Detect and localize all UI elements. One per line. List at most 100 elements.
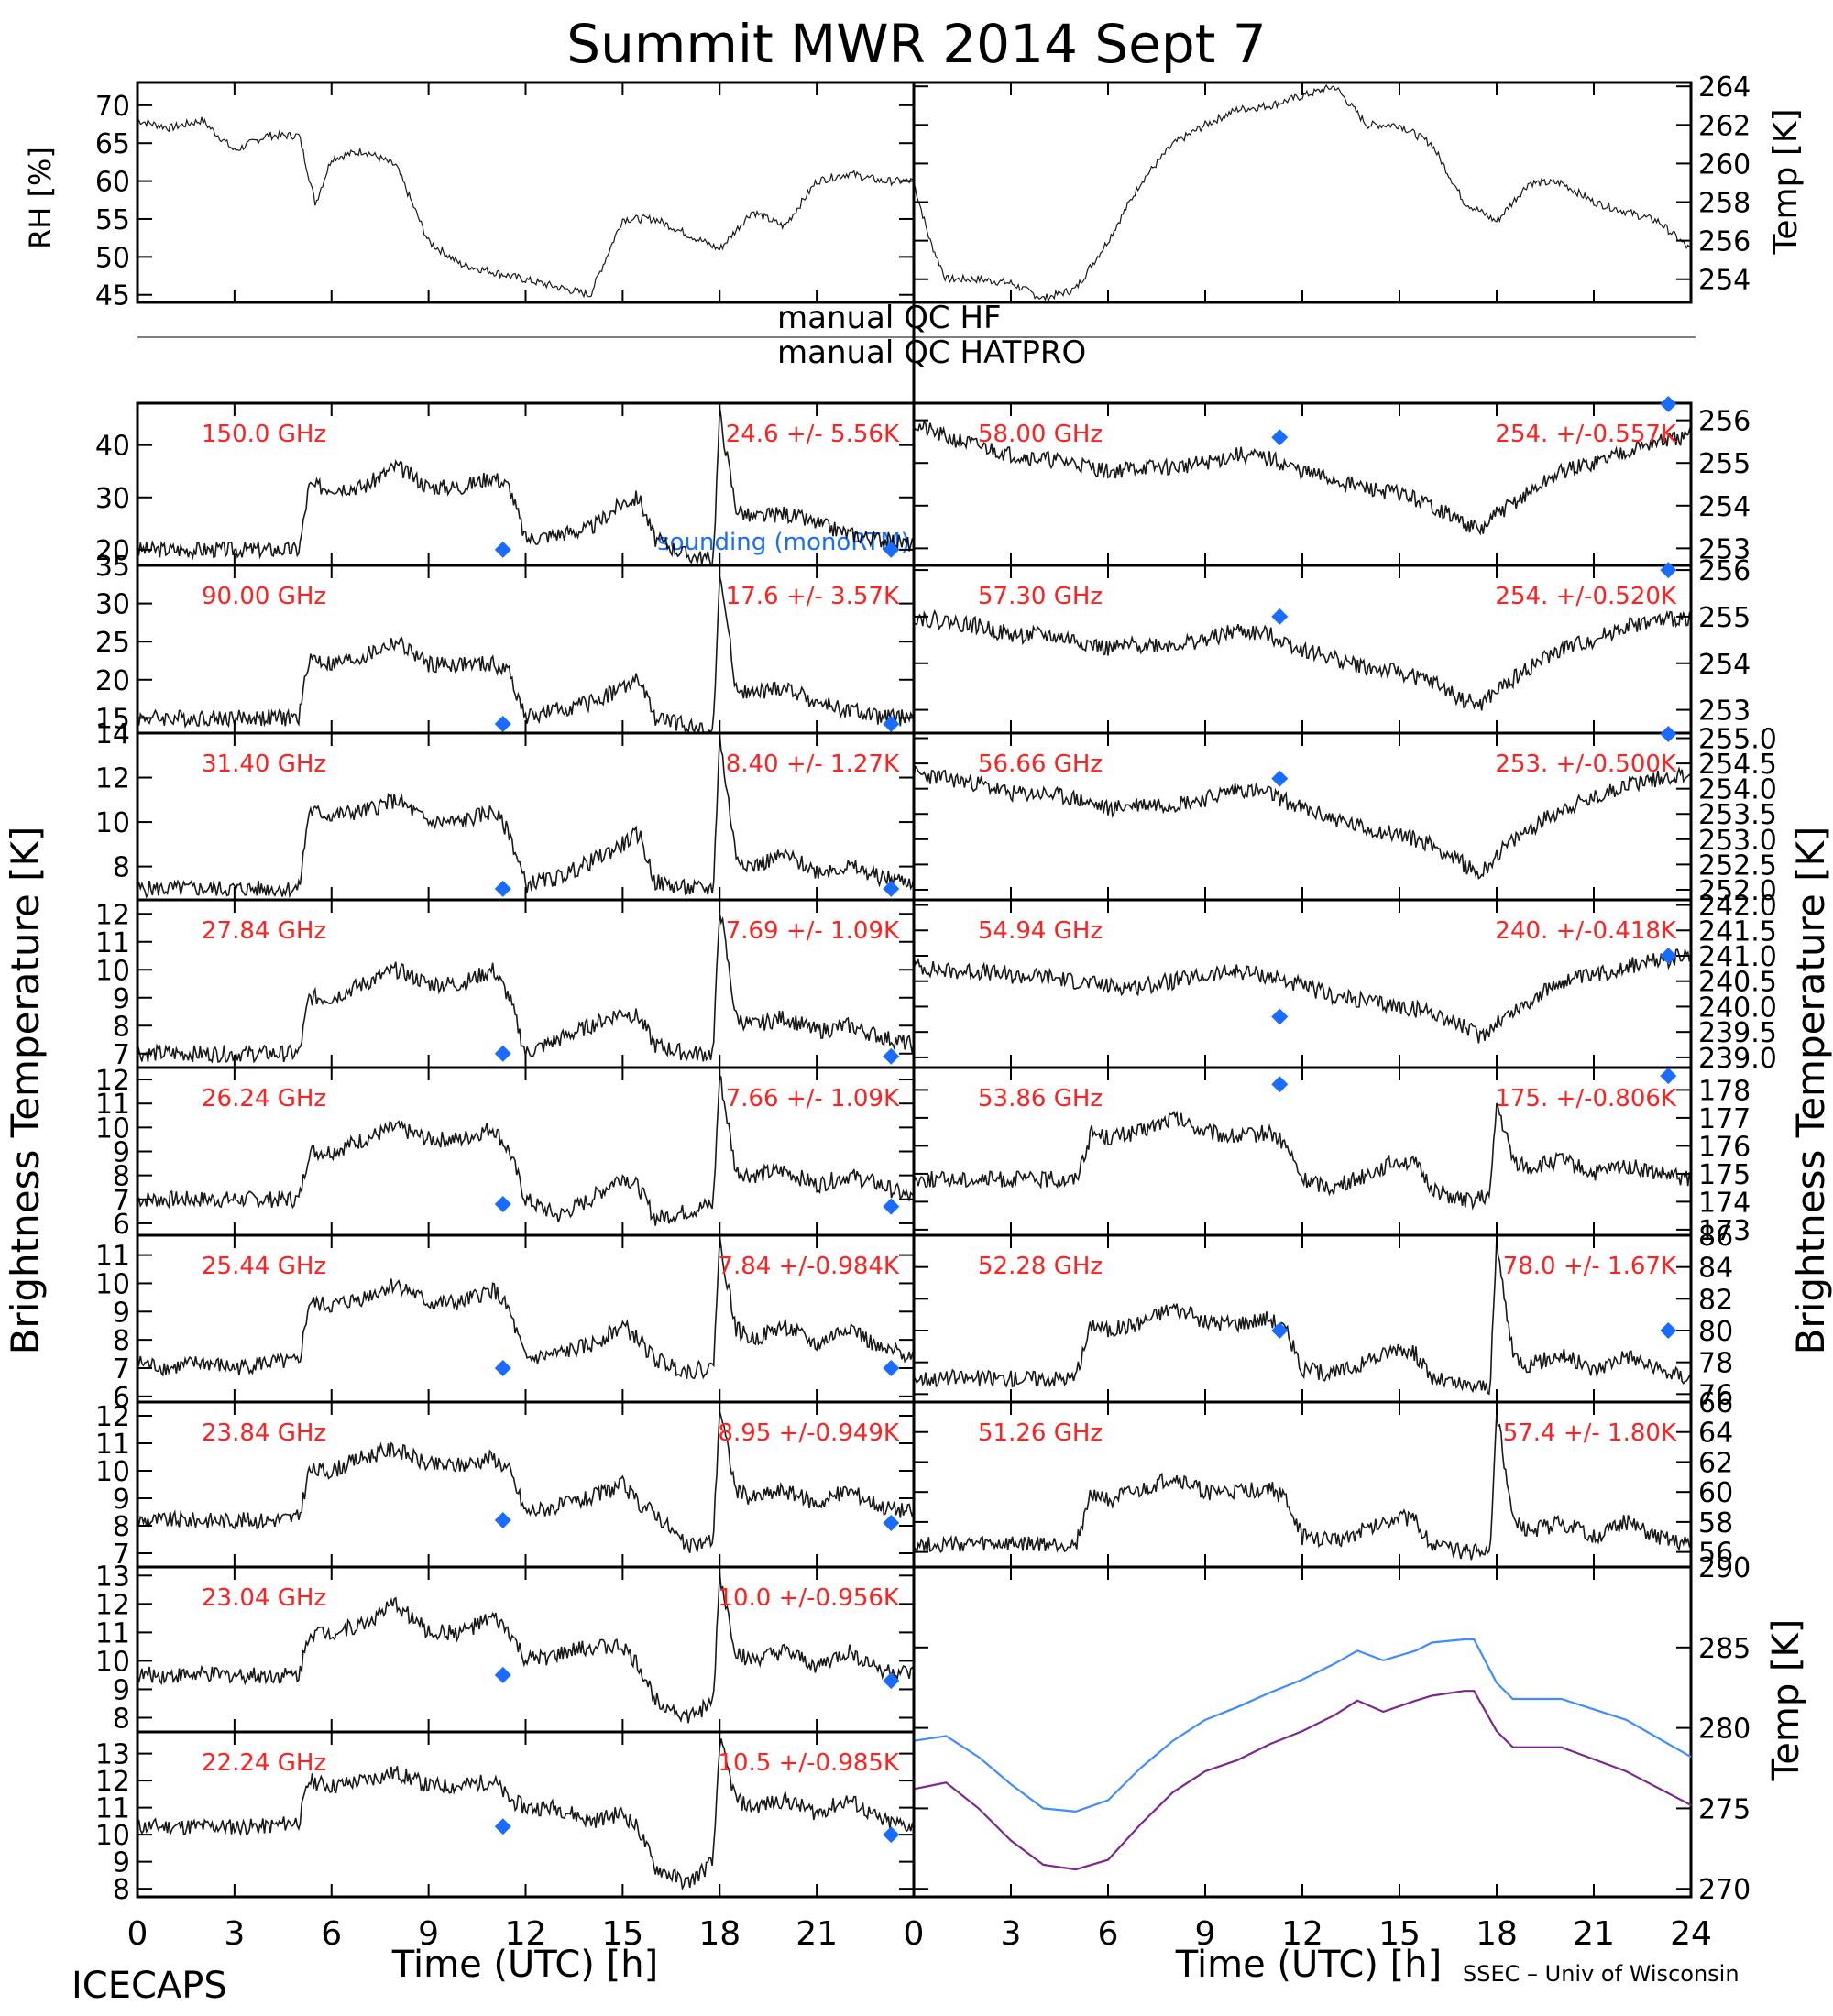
y-tick-label: 173 [1698, 1215, 1751, 1247]
bb-y-label: Temp [K] [1765, 1619, 1807, 1782]
y-tick-label: 60 [1698, 1477, 1733, 1509]
y-tick-label: 11 [95, 927, 130, 959]
y-tick-label: 178 [1698, 1075, 1751, 1107]
y-tick-label: 7 [113, 1039, 130, 1071]
y-tick-label: 240.5 [1698, 967, 1777, 999]
y-tick-label: 13 [95, 1561, 130, 1593]
panel-57.3: 253 254 255 256 57.30 GHz 254. +/-0.520K [912, 555, 1751, 735]
y-tick-label: 253 [1698, 533, 1751, 565]
y-tick-label: 9 [113, 1137, 130, 1169]
series-line-0 [137, 1572, 915, 1724]
temp-y-label: Temp [K] [1767, 108, 1805, 255]
sounding-marker [494, 716, 511, 733]
y-tick-label: 285 [1698, 1633, 1751, 1665]
panel-frame [136, 81, 916, 304]
sounding-marker [883, 1047, 900, 1065]
y-tick-label: 40 [95, 431, 130, 463]
y-tick-label: 7 [113, 1185, 130, 1217]
series-line-0 [913, 1102, 1692, 1211]
sounding-marker [883, 1826, 900, 1844]
stat-label: 254. +/-0.520K [1495, 583, 1677, 610]
y-tick-label: 78 [1698, 1348, 1733, 1380]
y-tick-label: 55 [95, 204, 130, 236]
svg-text:RH [%]: RH [%] [23, 147, 58, 249]
sounding-marker [494, 1196, 511, 1213]
frequency-label: 57.30 GHz [978, 583, 1103, 610]
y-tick-label: 60 [95, 167, 130, 199]
y-tick-label: 62 [1698, 1447, 1733, 1479]
y-tick-label: 10 [95, 1268, 130, 1300]
sounding-marker [494, 1045, 511, 1062]
svg-text:Temp [K]: Temp [K] [1765, 1619, 1807, 1782]
frequency-label: 58.00 GHz [978, 421, 1103, 448]
x-tick-label: 21 [796, 1915, 838, 1953]
y-tick-label: 12 [95, 1065, 130, 1097]
y-tick-label: 11 [95, 1793, 130, 1825]
y-tick-label: 11 [95, 1241, 130, 1273]
series-line-0 [137, 1411, 915, 1554]
frequency-label: 52.28 GHz [978, 1253, 1103, 1280]
sounding-marker [1660, 726, 1677, 742]
y-tick-label: 240.0 [1698, 992, 1777, 1024]
frequency-label: 26.24 GHz [202, 1085, 326, 1112]
y-tick-label: 8 [113, 852, 130, 884]
y-tick-label: 10 [95, 807, 130, 839]
stat-label: 7.69 +/- 1.09K [726, 917, 900, 945]
y-tick-label: 76 [1698, 1379, 1733, 1411]
y-tick-label: 241.0 [1698, 941, 1777, 973]
sounding-marker [883, 1198, 900, 1215]
x-tick-label: 6 [1098, 1915, 1119, 1953]
sounding-marker [1660, 948, 1677, 964]
y-tick-label: 84 [1698, 1253, 1733, 1285]
sounding-marker [494, 1818, 511, 1835]
y-tick-label: 10 [95, 1820, 130, 1852]
series-line-0 [913, 1638, 1692, 1813]
x-tick-label: 15 [1378, 1915, 1421, 1953]
sounding-marker [494, 1359, 511, 1376]
stat-label: 57.4 +/- 1.80K [1503, 1419, 1677, 1447]
y-tick-label: 280 [1698, 1714, 1751, 1746]
y-tick-label: 270 [1698, 1874, 1751, 1906]
series-line-0 [137, 116, 915, 299]
series-line-0 [137, 1738, 915, 1891]
stat-label: 78.0 +/- 1.67K [1503, 1253, 1677, 1280]
y-tick-label: 255 [1698, 602, 1751, 634]
y-tick-label: 256 [1698, 555, 1751, 587]
sounding-marker [1271, 608, 1289, 625]
panel-31.4: 8 10 12 14 31.40 GHz 8.40 +/- 1.27K [95, 718, 916, 902]
frequency-label: 53.86 GHz [978, 1085, 1103, 1112]
svg-text:Brightness Temperature [K]: Brightness Temperature [K] [1788, 827, 1833, 1355]
y-tick-label: 70 [95, 91, 130, 123]
sounding-marker [494, 880, 511, 897]
y-tick-label: 7 [113, 1539, 130, 1571]
y-tick-label: 239.5 [1698, 1017, 1777, 1049]
series-line-1 [913, 1690, 1692, 1871]
y-tick-label: 65 [95, 128, 130, 160]
x-tick-label: 3 [224, 1915, 245, 1953]
y-tick-label: 253.0 [1698, 825, 1777, 857]
panel-58: 253 254 255 256 58.00 GHz 254. +/-0.557K [912, 396, 1751, 567]
frequency-label: 25.44 GHz [202, 1253, 326, 1280]
stat-label: 24.6 +/- 5.56K [726, 421, 900, 448]
y-tick-label: 175 [1698, 1159, 1751, 1191]
y-tick-label: 258 [1698, 188, 1751, 220]
y-tick-label: 11 [95, 1617, 130, 1649]
y-tick-label: 15 [95, 703, 130, 735]
y-tick-label: 25 [95, 627, 130, 659]
y-tick-label: 254 [1698, 265, 1751, 297]
y-tick-label: 6 [113, 1382, 130, 1414]
x-tick-label: 0 [127, 1915, 148, 1953]
y-tick-label: 242.0 [1698, 891, 1777, 923]
svg-text:Brightness Temperature [K]: Brightness Temperature [K] [3, 827, 48, 1355]
y-tick-label: 86 [1698, 1221, 1733, 1253]
y-tick-label: 12 [95, 1589, 130, 1621]
